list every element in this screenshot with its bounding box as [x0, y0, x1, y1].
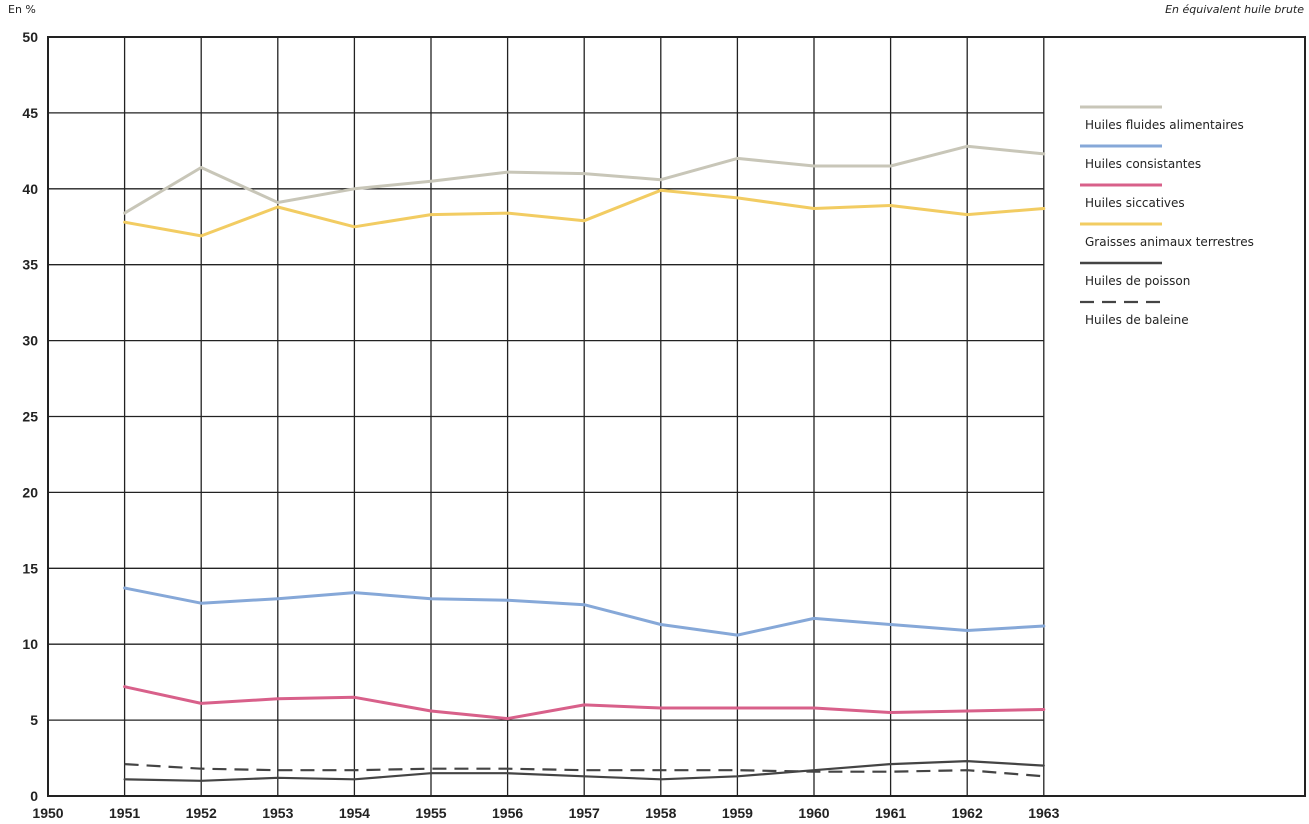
series-line — [123, 188, 1046, 238]
legend-label: Huiles fluides alimentaires — [1085, 118, 1244, 132]
y-tick-label: 35 — [22, 257, 38, 273]
legend-label: Huiles consistantes — [1085, 157, 1201, 171]
legend-label: Huiles siccatives — [1085, 196, 1185, 210]
series-line — [123, 759, 1045, 782]
y-tick-label: 40 — [22, 181, 38, 197]
series-line — [123, 144, 1046, 215]
x-tick-label: 1961 — [875, 805, 906, 821]
y-tick-label: 10 — [22, 636, 38, 652]
x-tick-label: 1957 — [569, 805, 600, 821]
y-tick-label: 45 — [22, 105, 38, 121]
x-tick-label: 1951 — [109, 805, 140, 821]
y-tick-label: 30 — [22, 333, 38, 349]
y-tick-label: 15 — [22, 560, 38, 576]
y-tick-label: 25 — [22, 409, 38, 425]
x-tick-label: 1959 — [722, 805, 753, 821]
y-tick-label: 20 — [22, 484, 38, 500]
series-line — [123, 685, 1046, 721]
legend: Huiles fluides alimentaires Huiles consis… — [1080, 105, 1254, 327]
x-tick-label: 1956 — [492, 805, 523, 821]
unit-note: En équivalent huile brute — [1165, 3, 1304, 16]
y-tick-labels: 0 5 10 15 20 25 30 35 40 45 50 — [22, 29, 38, 804]
legend-label: Graisses animaux terrestres — [1085, 235, 1254, 249]
x-tick-label: 1958 — [645, 805, 676, 821]
y-unit-label: En % — [8, 3, 36, 16]
x-tick-labels: 1950 1951 1952 1953 1954 1955 1956 1957 1958 1959… — [32, 805, 1059, 821]
legend-label: Huiles de poisson — [1085, 274, 1190, 288]
y-tick-label: 0 — [30, 788, 38, 804]
x-tick-label: 1962 — [952, 805, 983, 821]
x-tick-label: 1960 — [798, 805, 829, 821]
x-tick-label: 1954 — [339, 805, 370, 821]
x-tick-label: 1952 — [186, 805, 217, 821]
y-tick-label: 50 — [22, 29, 38, 45]
series-line — [123, 586, 1046, 637]
y-tick-label: 5 — [30, 712, 38, 728]
series-lines — [123, 144, 1046, 782]
legend-label: Huiles de baleine — [1085, 313, 1189, 327]
x-tick-label: 1950 — [32, 805, 63, 821]
x-tick-label: 1963 — [1028, 805, 1059, 821]
grid — [47, 36, 1306, 797]
x-tick-label: 1953 — [262, 805, 293, 821]
x-tick-label: 1955 — [415, 805, 446, 821]
